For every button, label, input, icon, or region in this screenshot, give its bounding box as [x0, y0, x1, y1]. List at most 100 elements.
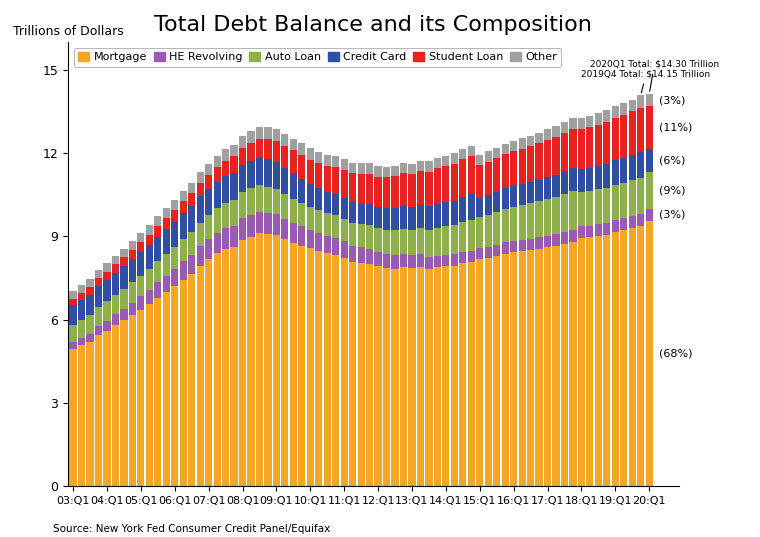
- Bar: [78, 345, 85, 486]
- Bar: [324, 236, 331, 253]
- Bar: [477, 155, 483, 165]
- Bar: [544, 248, 551, 486]
- Bar: [171, 246, 179, 269]
- Bar: [391, 208, 399, 230]
- Bar: [391, 230, 399, 255]
- Bar: [222, 203, 230, 228]
- Bar: [230, 173, 238, 200]
- Bar: [434, 267, 441, 486]
- Bar: [485, 151, 492, 162]
- Bar: [214, 253, 220, 486]
- Bar: [340, 198, 348, 219]
- Bar: [383, 254, 390, 268]
- Bar: [154, 261, 161, 282]
- Bar: [536, 180, 543, 201]
- Bar: [561, 133, 568, 171]
- Bar: [281, 194, 289, 219]
- Bar: [154, 298, 161, 486]
- Bar: [459, 222, 467, 252]
- Bar: [459, 197, 467, 222]
- Bar: [95, 307, 102, 326]
- Bar: [620, 230, 628, 486]
- Bar: [442, 166, 449, 202]
- Bar: [103, 263, 111, 272]
- Bar: [290, 173, 297, 199]
- Bar: [620, 103, 628, 114]
- Bar: [78, 338, 85, 345]
- Bar: [637, 226, 644, 486]
- Bar: [578, 227, 585, 238]
- Bar: [357, 174, 365, 204]
- Bar: [138, 233, 144, 242]
- Bar: [307, 159, 314, 184]
- Bar: [103, 280, 111, 301]
- Bar: [527, 182, 534, 203]
- Bar: [256, 234, 263, 486]
- Bar: [69, 292, 77, 299]
- Bar: [426, 230, 432, 257]
- Bar: [197, 246, 204, 266]
- Bar: [188, 193, 195, 206]
- Bar: [375, 252, 382, 266]
- Bar: [205, 259, 212, 486]
- Bar: [391, 166, 399, 177]
- Bar: [612, 220, 619, 232]
- Bar: [112, 256, 119, 264]
- Bar: [375, 228, 382, 252]
- Bar: [128, 250, 136, 259]
- Bar: [553, 126, 559, 137]
- Bar: [595, 125, 602, 165]
- Bar: [188, 231, 195, 255]
- Bar: [629, 216, 636, 228]
- Bar: [451, 254, 458, 265]
- Bar: [451, 154, 458, 164]
- Bar: [349, 245, 356, 262]
- Bar: [248, 237, 255, 486]
- Bar: [459, 159, 467, 197]
- Bar: [502, 188, 508, 209]
- Bar: [493, 148, 500, 158]
- Bar: [586, 115, 594, 127]
- Bar: [434, 256, 441, 267]
- Bar: [578, 238, 585, 486]
- Bar: [569, 129, 577, 168]
- Bar: [612, 232, 619, 486]
- Bar: [510, 141, 518, 151]
- Bar: [264, 127, 271, 139]
- Bar: [248, 161, 255, 188]
- Bar: [366, 226, 373, 249]
- Bar: [324, 155, 331, 165]
- Bar: [154, 226, 161, 237]
- Bar: [510, 242, 518, 252]
- Bar: [171, 211, 179, 222]
- Bar: [290, 223, 297, 243]
- Bar: [502, 243, 508, 253]
- Bar: [485, 195, 492, 215]
- Bar: [375, 207, 382, 228]
- Bar: [518, 251, 526, 486]
- Bar: [612, 106, 619, 118]
- Bar: [467, 194, 475, 220]
- Bar: [69, 349, 77, 486]
- Bar: [340, 159, 348, 170]
- Bar: [78, 300, 85, 320]
- Bar: [569, 242, 577, 486]
- Bar: [383, 230, 390, 254]
- Bar: [324, 165, 331, 192]
- Bar: [332, 167, 339, 194]
- Bar: [120, 257, 128, 266]
- Bar: [315, 233, 322, 251]
- Bar: [315, 188, 322, 211]
- Bar: [451, 225, 458, 254]
- Bar: [459, 263, 467, 486]
- Bar: [408, 268, 416, 486]
- Bar: [620, 219, 628, 230]
- Bar: [205, 215, 212, 240]
- Bar: [188, 206, 195, 231]
- Bar: [349, 173, 356, 202]
- Bar: [612, 185, 619, 220]
- Bar: [434, 158, 441, 168]
- Bar: [146, 235, 153, 245]
- Bar: [197, 172, 204, 183]
- Bar: [400, 267, 407, 486]
